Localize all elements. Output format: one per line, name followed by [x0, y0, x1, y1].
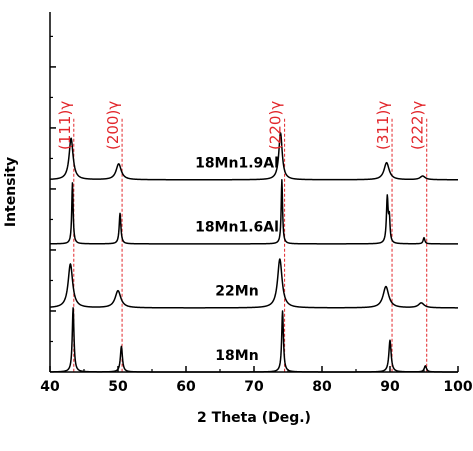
peak-label: (111)γ	[56, 101, 74, 150]
x-tick-label: 40	[40, 379, 60, 395]
x-tick-label: 50	[108, 379, 128, 395]
peak-label: (220)γ	[267, 101, 285, 150]
sample-label: 18Mn1.9Al	[195, 156, 279, 172]
trace-line	[49, 179, 459, 245]
x-tick-label: 70	[244, 379, 264, 395]
axes: 40 50 60 70 80 90 100	[40, 12, 473, 395]
trace-line	[49, 132, 459, 181]
peak-label: (200)γ	[104, 101, 122, 150]
x-tick-label: 60	[176, 379, 196, 395]
sample-label: 22Mn	[215, 284, 258, 300]
peak-label: (222)γ	[409, 101, 427, 150]
x-ticks: 40 50 60 70 80 90 100	[40, 366, 473, 395]
sample-label: 18Mn1.6Al	[195, 220, 279, 236]
x-tick-label: 100	[443, 379, 472, 395]
x-tick-label: 90	[380, 379, 400, 395]
x-axis-title: 2 Theta (Deg.)	[197, 410, 311, 426]
sample-labels: 18Mn 22Mn 18Mn1.6Al 18Mn1.9Al	[195, 156, 279, 364]
y-axis-title: Intensity	[3, 157, 19, 227]
trace-line	[49, 258, 459, 309]
peak-labels: (111)γ (200)γ (220)γ (311)γ (222)γ	[56, 101, 427, 150]
y-ticks	[50, 35, 56, 343]
peak-label: (311)γ	[374, 101, 392, 150]
sample-label: 18Mn	[215, 348, 258, 364]
x-tick-label: 80	[312, 379, 332, 395]
